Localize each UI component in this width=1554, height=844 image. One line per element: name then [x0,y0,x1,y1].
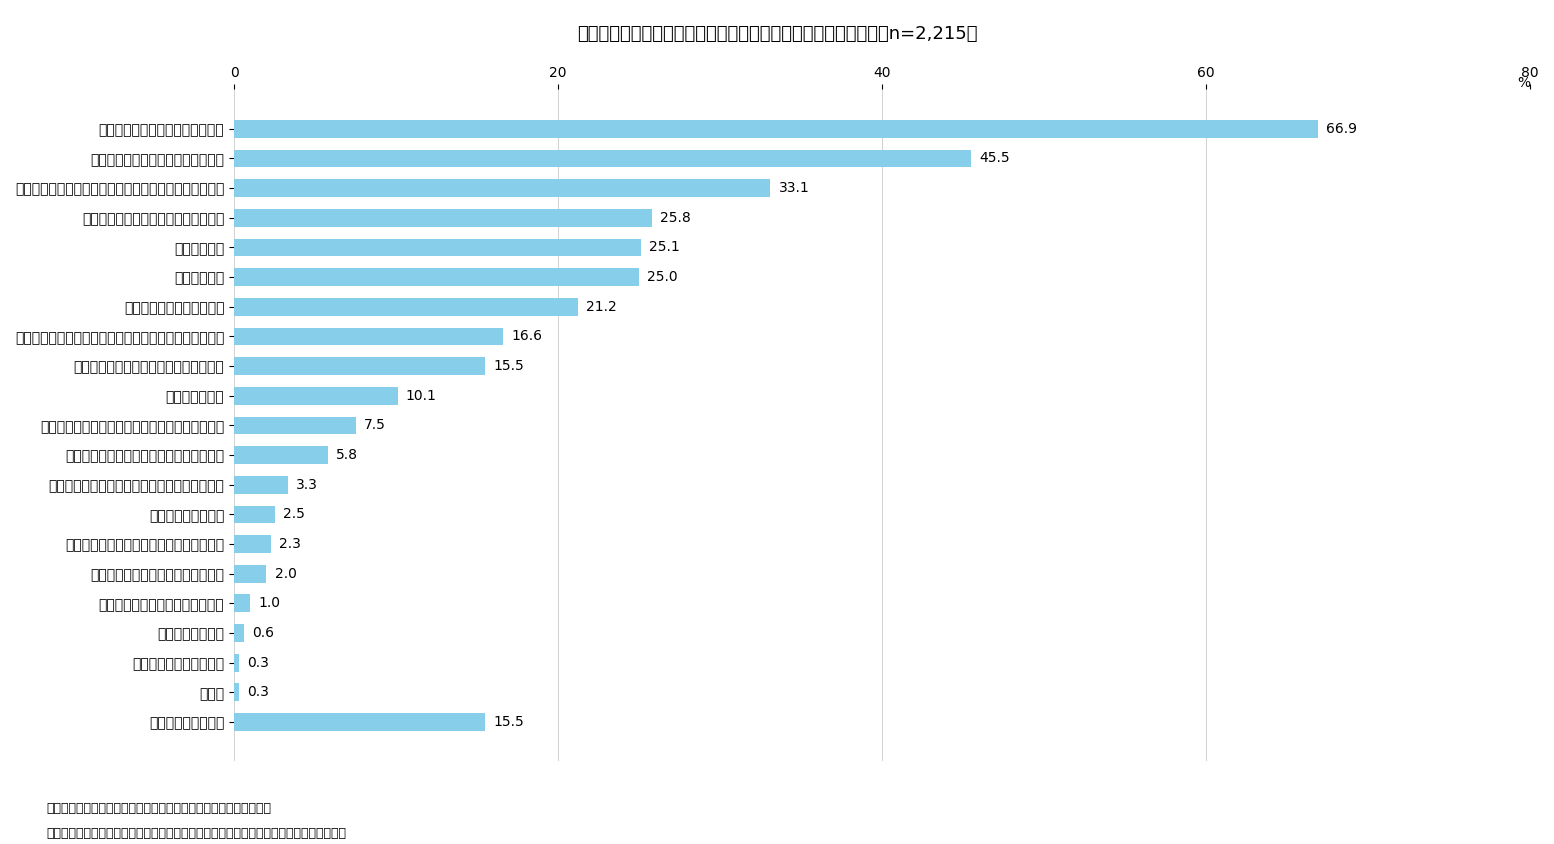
Text: 1.0: 1.0 [258,597,280,610]
Bar [235,268,639,286]
Bar [235,179,771,197]
Text: 図表７　日本国内の物価上昇を実感して取った行動（複数選択、n=2,215）: 図表７ 日本国内の物価上昇を実感して取った行動（複数選択、n=2,215） [577,25,977,43]
Bar [235,209,653,227]
Bar [235,506,275,523]
Text: 66.9: 66.9 [1326,122,1357,136]
Text: 0.3: 0.3 [247,685,269,700]
Bar [235,654,239,672]
Bar [235,327,503,345]
Text: 15.5: 15.5 [493,715,524,729]
Bar [235,594,250,612]
Text: 45.5: 45.5 [979,151,1010,165]
Bar [235,417,356,435]
Bar [235,535,272,553]
Text: 3.3: 3.3 [295,478,317,492]
Text: %: % [1517,76,1531,90]
Bar [235,565,266,582]
Text: 0.6: 0.6 [252,626,274,640]
Bar [235,357,485,375]
Text: 7.5: 7.5 [364,419,385,432]
Bar [235,684,239,701]
Text: （注）「特に何もしていない」を除き、上から選択割合の高い順。: （注）「特に何もしていない」を除き、上から選択割合の高い順。 [47,802,272,814]
Text: 10.1: 10.1 [406,389,437,403]
Text: 2.3: 2.3 [280,537,301,551]
Bar [235,387,398,404]
Text: 25.1: 25.1 [650,241,679,254]
Bar [235,713,485,731]
Bar [235,149,971,167]
Text: 33.1: 33.1 [779,181,810,195]
Text: 21.2: 21.2 [586,300,617,314]
Bar [235,625,244,642]
Text: 16.6: 16.6 [511,329,542,344]
Text: 25.8: 25.8 [660,211,692,225]
Bar [235,298,578,316]
Bar [235,239,640,257]
Text: 15.5: 15.5 [493,359,524,373]
Text: （資料）ニッセイ基礎研究所「第１０回　新型コロナによる暮らしの変化に関する調査」: （資料）ニッセイ基礎研究所「第１０回 新型コロナによる暮らしの変化に関する調査」 [47,827,347,840]
Text: 25.0: 25.0 [646,270,678,284]
Bar [235,476,287,494]
Bar [235,120,1318,138]
Text: 2.5: 2.5 [283,507,305,522]
Text: 2.0: 2.0 [275,566,297,581]
Text: 5.8: 5.8 [336,448,357,462]
Bar [235,446,328,464]
Text: 0.3: 0.3 [247,656,269,669]
